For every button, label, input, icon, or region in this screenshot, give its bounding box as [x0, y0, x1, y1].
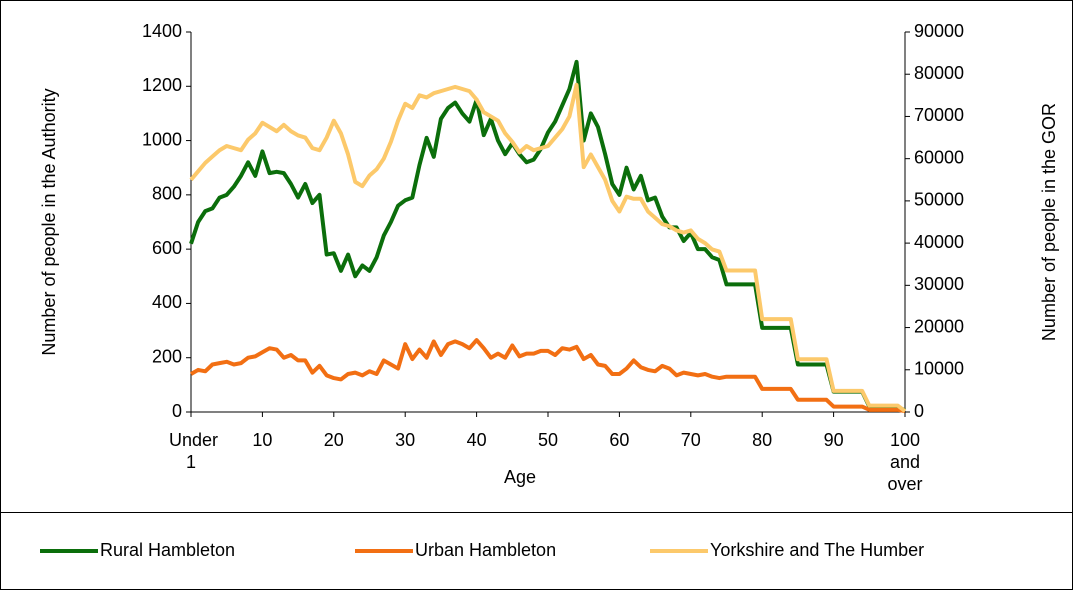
- x-tick-label: 70: [680, 430, 701, 450]
- y2-tick-label: 0: [914, 401, 924, 421]
- y-tick-label: 1400: [142, 21, 182, 41]
- x-tick-label: 60: [609, 430, 630, 450]
- line-series: [189, 82, 907, 413]
- y-tick-label: 1200: [142, 75, 182, 95]
- y-tick-label: 800: [152, 184, 182, 204]
- x-tick-label: 20: [323, 430, 344, 450]
- y-tick-label: 1000: [142, 129, 182, 149]
- line-series: [190, 338, 906, 414]
- legend-label: Rural Hambleton: [100, 540, 235, 560]
- y2-tick-label: 90000: [914, 21, 964, 41]
- legend-label: Yorkshire and The Humber: [710, 540, 924, 560]
- y-tick-label: 400: [152, 292, 182, 312]
- y2-tick-label: 20000: [914, 316, 964, 336]
- y2-tick-label: 30000: [914, 274, 964, 294]
- x-tick-label: 100 and over: [887, 430, 923, 494]
- x-axis-title: Age: [504, 467, 536, 487]
- y2-tick-label: 40000: [914, 232, 964, 252]
- y-tick-label: 600: [152, 238, 182, 258]
- y-axis-title: Number of people in the Authority: [39, 88, 59, 355]
- legend-label: Urban Hambleton: [415, 540, 556, 560]
- y-tick-label: 0: [172, 401, 182, 421]
- y2-tick-label: 60000: [914, 147, 964, 167]
- x-tick-label: 10: [252, 430, 273, 450]
- x-tick-label: 40: [466, 430, 487, 450]
- y2-axis-title: Number of people in the GOR: [1039, 103, 1059, 341]
- x-tick-label: 90: [823, 430, 844, 450]
- x-tick-label: 30: [395, 430, 416, 450]
- x-tick-label: Under 1: [169, 430, 219, 472]
- line-series: [189, 59, 906, 413]
- x-tick-label: 50: [537, 430, 559, 450]
- y2-tick-label: 70000: [914, 105, 964, 125]
- y2-tick-label: 50000: [914, 190, 964, 210]
- y-tick-label: 200: [152, 346, 182, 366]
- y2-tick-label: 10000: [914, 359, 964, 379]
- y2-tick-label: 80000: [914, 63, 964, 83]
- x-tick-label: 80: [752, 430, 773, 450]
